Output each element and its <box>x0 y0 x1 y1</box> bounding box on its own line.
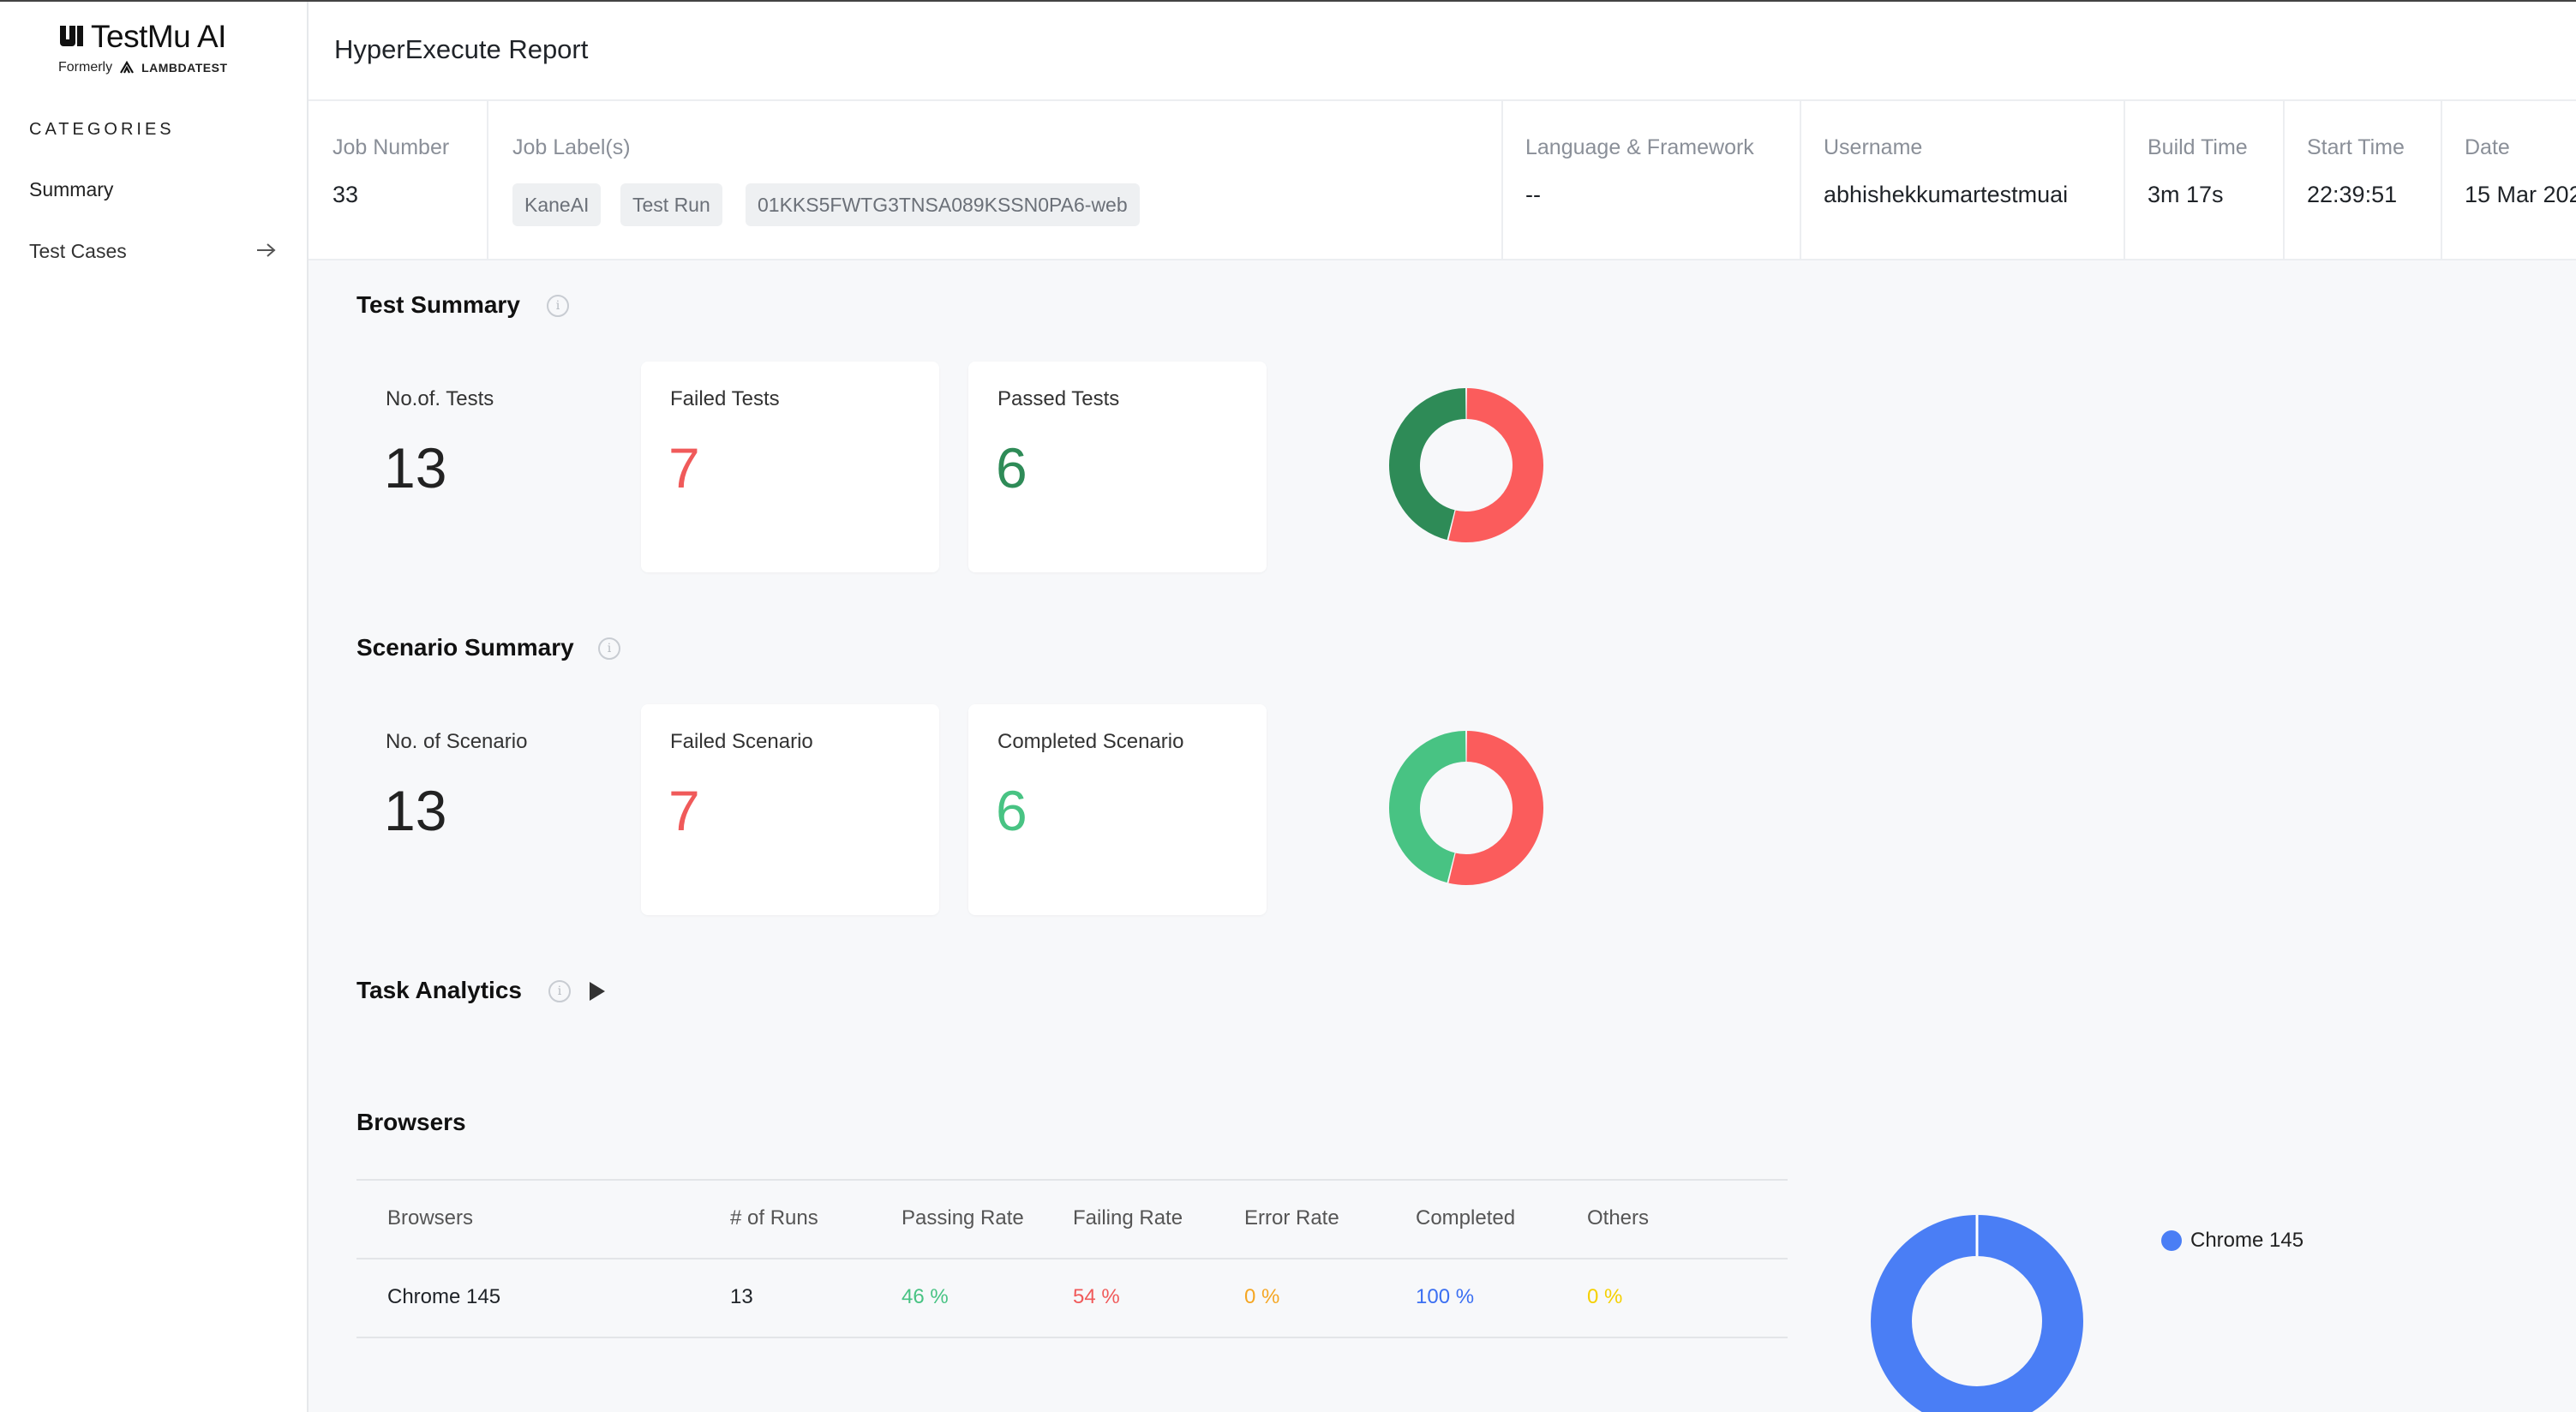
column-header: Failing Rate <box>1073 1206 1183 1230</box>
column-header: Passing Rate <box>902 1206 1024 1230</box>
chart-legend: Chrome 145 <box>2161 1229 2303 1253</box>
stat-label: Completed Scenario <box>997 730 1184 753</box>
browsers-donut-chart <box>1871 1215 2083 1412</box>
job-number-label: Job Number <box>332 135 450 159</box>
stat-label: No.of. Tests <box>386 387 494 410</box>
username-label: Username <box>1824 135 1923 159</box>
expand-play-icon[interactable] <box>590 982 605 1001</box>
legend-dot-icon <box>2161 1230 2182 1251</box>
donut-slice-completed[interactable] <box>1389 731 1467 883</box>
sidebar-item-summary[interactable]: Summary <box>29 178 114 200</box>
sidebar: TestMu AI Formerly LAMBDATEST CATEGORIES… <box>0 2 309 1412</box>
column-header: Completed <box>1416 1206 1516 1230</box>
donut-slice-failed[interactable] <box>1448 388 1543 542</box>
username-value: abhishekkumartestmuai <box>1824 182 2069 207</box>
page-header: HyperExecute Report <box>309 2 2576 101</box>
scenario-summary-title: Scenario Summary <box>356 634 574 661</box>
start-time-value: 22:39:51 <box>2307 182 2398 207</box>
donut-slice-passed[interactable] <box>1389 388 1467 541</box>
failed-tests-card: Failed Tests 7 <box>641 362 939 572</box>
job-info-bar: Job Number 33 Job Label(s) KaneAI Test R… <box>309 101 2576 260</box>
job-number-value: 33 <box>332 182 359 207</box>
page-title: HyperExecute Report <box>334 34 589 64</box>
brand-formerly: Formerly <box>58 60 113 75</box>
job-label-chip: KaneAI <box>512 183 602 226</box>
browsers-table: Browsers # of Runs Passing Rate Failing … <box>356 1179 1788 1338</box>
total-scenarios-stat: No. of Scenario 13 <box>356 704 639 915</box>
donut-slice-failed[interactable] <box>1448 731 1543 885</box>
stat-value: 7 <box>668 436 700 500</box>
start-time-label: Start Time <box>2307 135 2405 159</box>
lambdatest-icon <box>120 61 135 74</box>
scenario-summary-donut-chart <box>1389 731 1543 885</box>
former-brand-name: LAMBDATEST <box>141 61 228 75</box>
job-number-column: Job Number 33 <box>309 101 488 259</box>
donut-slice-chrome-145[interactable] <box>1871 1215 2083 1412</box>
error-rate-cell: 0 % <box>1244 1285 1280 1308</box>
build-time-label: Build Time <box>2148 135 2248 159</box>
info-icon[interactable]: i <box>598 637 620 660</box>
build-time-value: 3m 17s <box>2148 182 2224 207</box>
date-value: 15 Mar 2026 <box>2465 182 2576 207</box>
browser-name-cell: Chrome 145 <box>387 1285 501 1308</box>
passed-tests-card: Passed Tests 6 <box>968 362 1267 572</box>
stat-label: No. of Scenario <box>386 730 528 753</box>
column-header: Browsers <box>387 1206 474 1230</box>
language-value: -- <box>1525 182 1541 207</box>
failing-rate-cell: 54 % <box>1073 1285 1120 1308</box>
job-labels-column: Job Label(s) <box>487 101 644 259</box>
column-header: # of Runs <box>730 1206 818 1230</box>
top-border <box>0 0 2576 2</box>
info-icon[interactable]: i <box>547 295 569 317</box>
completed-scenario-card: Completed Scenario 6 <box>968 704 1267 915</box>
sidebar-item-test-cases[interactable]: Test Cases <box>29 240 127 262</box>
stat-label: Failed Tests <box>670 387 780 410</box>
stat-value: 7 <box>668 779 700 842</box>
testmu-logo-icon <box>58 24 84 50</box>
categories-title: CATEGORIES <box>29 120 175 139</box>
task-analytics-title: Task Analytics <box>356 977 522 1003</box>
test-summary-title: Test Summary <box>356 291 520 318</box>
brand-logo[interactable]: TestMu AI Formerly LAMBDATEST <box>58 19 228 75</box>
job-label-chip: Test Run <box>620 183 722 226</box>
build-time-column: Build Time 3m 17s <box>2124 101 2285 259</box>
date-column: Date 15 Mar 2026 <box>2441 101 2576 259</box>
column-header: Error Rate <box>1244 1206 1339 1230</box>
table-header-row: Browsers # of Runs Passing Rate Failing … <box>356 1179 1788 1258</box>
others-cell: 0 % <box>1587 1285 1623 1308</box>
job-labels-divider <box>644 101 1503 259</box>
date-label: Date <box>2465 135 2510 159</box>
language-column: Language & Framework -- <box>1501 101 1801 259</box>
stat-value: 6 <box>996 436 1027 500</box>
username-column: Username abhishekkumartestmuai <box>1800 101 2125 259</box>
arrow-right-icon[interactable] <box>255 242 278 259</box>
stat-label: Passed Tests <box>997 387 1120 410</box>
info-icon[interactable]: i <box>548 980 571 1002</box>
job-labels-label: Job Label(s) <box>512 135 631 159</box>
language-label: Language & Framework <box>1525 135 1754 159</box>
test-summary-donut-chart <box>1389 388 1543 542</box>
stat-value: 13 <box>384 436 447 500</box>
job-label-chip: 01KKS5FWTG3TNSA089KSSN0PA6-web <box>746 183 1140 226</box>
column-header: Others <box>1587 1206 1650 1230</box>
start-time-column: Start Time 22:39:51 <box>2283 101 2442 259</box>
total-tests-stat: No.of. Tests 13 <box>356 362 639 572</box>
stat-label: Failed Scenario <box>670 730 813 753</box>
runs-cell: 13 <box>730 1285 753 1308</box>
stat-value: 13 <box>384 779 447 842</box>
brand-name: TestMu AI <box>91 19 226 54</box>
browsers-title: Browsers <box>356 1109 466 1135</box>
table-row: Chrome 145 13 46 % 54 % 0 % 100 % 0 % <box>356 1258 1788 1338</box>
passing-rate-cell: 46 % <box>902 1285 949 1308</box>
completed-cell: 100 % <box>1416 1285 1475 1308</box>
legend-label: Chrome 145 <box>2190 1229 2304 1252</box>
stat-value: 6 <box>996 779 1027 842</box>
failed-scenario-card: Failed Scenario 7 <box>641 704 939 915</box>
